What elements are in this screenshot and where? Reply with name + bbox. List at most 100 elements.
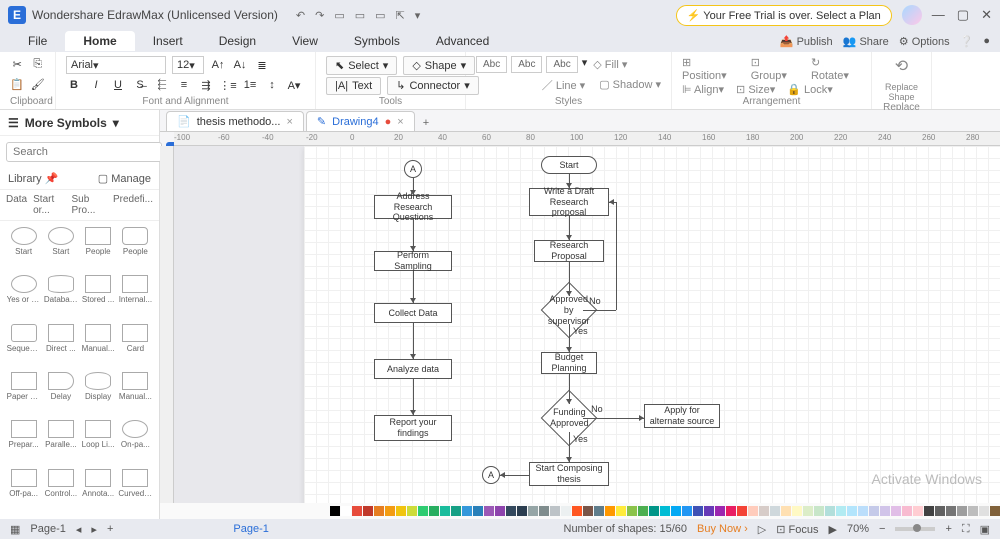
align-center-icon[interactable]: ≡ — [176, 77, 192, 93]
next-page-icon[interactable]: ▸ — [91, 523, 97, 536]
library-tab[interactable]: Start or... — [33, 194, 65, 216]
shape-stencil[interactable]: Prepar... — [6, 420, 41, 464]
replace-shape-icon[interactable]: ⟲ — [895, 56, 908, 76]
menu-home[interactable]: Home — [65, 31, 134, 51]
color-swatch[interactable] — [979, 506, 989, 516]
flowchart-process[interactable]: Write a Draft Research proposal — [529, 188, 609, 216]
color-swatch[interactable] — [990, 506, 1000, 516]
shape-stencil[interactable]: Display — [81, 372, 116, 416]
color-swatch[interactable] — [946, 506, 956, 516]
zoom-in-icon[interactable]: + — [945, 523, 951, 535]
bullets-icon[interactable]: ⋮≡ — [220, 77, 236, 93]
color-swatch[interactable] — [473, 506, 483, 516]
color-swatch[interactable] — [495, 506, 505, 516]
flowchart-process[interactable]: Analyze data — [374, 359, 452, 379]
spacing-icon[interactable]: ↕ — [264, 77, 280, 93]
shadow-dropdown[interactable]: ▢ Shadow ▾ — [599, 78, 661, 91]
add-tab-button[interactable]: + — [417, 115, 435, 131]
play-icon[interactable]: ▶ — [829, 523, 837, 536]
font-color-icon[interactable]: A▾ — [286, 77, 302, 93]
shape-stencil[interactable]: Direct ... — [43, 324, 78, 368]
color-swatch[interactable] — [770, 506, 780, 516]
color-swatch[interactable] — [616, 506, 626, 516]
shape-stencil[interactable]: People — [118, 227, 153, 271]
minimize-icon[interactable]: — — [932, 7, 945, 23]
shape-stencil[interactable]: People — [81, 227, 116, 271]
shape-stencil[interactable]: Annota... — [81, 469, 116, 513]
color-swatch[interactable] — [561, 506, 571, 516]
flowchart-circle[interactable]: A — [482, 466, 500, 484]
color-swatch[interactable] — [484, 506, 494, 516]
color-swatch[interactable] — [363, 506, 373, 516]
color-swatch[interactable] — [748, 506, 758, 516]
strike-icon[interactable]: S̶ — [132, 77, 148, 93]
color-swatch[interactable] — [759, 506, 769, 516]
panel-header[interactable]: ☰ More Symbols▾ — [0, 110, 159, 136]
save-icon[interactable]: ▭ — [334, 9, 344, 22]
pages-icon[interactable]: ▦ — [10, 523, 20, 536]
tab-close-icon[interactable]: × — [286, 116, 292, 128]
manage-button[interactable]: ▢ Manage — [98, 172, 151, 185]
color-swatch[interactable] — [792, 506, 802, 516]
options-button[interactable]: ⚙ Options — [899, 35, 950, 48]
color-swatch[interactable] — [737, 506, 747, 516]
tab-close-icon[interactable]: × — [397, 116, 403, 128]
bold-icon[interactable]: B — [66, 77, 82, 93]
color-swatch[interactable] — [880, 506, 890, 516]
color-swatch[interactable] — [924, 506, 934, 516]
menu-design[interactable]: Design — [201, 31, 274, 51]
save-as-icon[interactable]: ▭ — [355, 9, 365, 22]
flowchart-terminator[interactable]: Start — [541, 156, 597, 174]
shape-stencil[interactable]: Control... — [43, 469, 78, 513]
flowchart-process[interactable]: Start Composing thesis — [529, 462, 609, 486]
text-button[interactable]: |A| Text — [326, 77, 381, 95]
color-swatch[interactable] — [781, 506, 791, 516]
canvas[interactable]: AAddress Research QuestionsPerform Sampl… — [174, 146, 1000, 503]
flowchart-process[interactable]: Apply for alternate source — [644, 404, 720, 428]
flowchart-circle[interactable]: A — [404, 160, 422, 178]
color-swatch[interactable] — [671, 506, 681, 516]
color-swatch[interactable] — [341, 506, 351, 516]
color-swatch[interactable] — [891, 506, 901, 516]
shape-stencil[interactable]: Delay — [43, 372, 78, 416]
underline-icon[interactable]: U — [110, 77, 126, 93]
color-swatch[interactable] — [407, 506, 417, 516]
menu-view[interactable]: View — [274, 31, 336, 51]
align-right-icon[interactable]: ⇶ — [198, 77, 214, 93]
menu-file[interactable]: File — [10, 31, 65, 51]
color-swatch[interactable] — [704, 506, 714, 516]
flowchart-process[interactable]: Research Proposal — [534, 240, 604, 262]
color-swatch[interactable] — [682, 506, 692, 516]
select-button[interactable]: ⬉ Select ▾ — [326, 56, 397, 75]
zoom-out-icon[interactable]: − — [879, 523, 885, 535]
color-swatch[interactable] — [935, 506, 945, 516]
color-swatch[interactable] — [550, 506, 560, 516]
shape-stencil[interactable]: Start — [6, 227, 41, 271]
color-swatch[interactable] — [451, 506, 461, 516]
present-icon[interactable]: ▷ — [758, 523, 766, 536]
color-swatch[interactable] — [715, 506, 725, 516]
color-swatch[interactable] — [814, 506, 824, 516]
print-icon[interactable]: ▭ — [375, 9, 385, 22]
shape-stencil[interactable]: Curved ... — [118, 469, 153, 513]
color-swatch[interactable] — [517, 506, 527, 516]
font-size-select[interactable]: 12 ▾ — [172, 56, 204, 74]
close-icon[interactable]: ✕ — [981, 7, 992, 23]
format-painter-icon[interactable]: 🖌 — [31, 76, 46, 92]
decrease-font-icon[interactable]: A↓ — [232, 57, 248, 73]
style-preset[interactable]: Abc — [476, 56, 507, 73]
shape-stencil[interactable]: Paralle... — [43, 420, 78, 464]
menu-insert[interactable]: Insert — [135, 31, 201, 51]
document-tab[interactable]: ✎ Drawing4 ● × — [306, 111, 415, 131]
trial-badge[interactable]: ⚡ Your Free Trial is over. Select a Plan — [676, 5, 892, 26]
flowchart-process[interactable]: Address Research Questions — [374, 195, 452, 219]
color-swatch[interactable] — [968, 506, 978, 516]
undo-icon[interactable]: ↶ — [296, 9, 305, 22]
shape-stencil[interactable]: Manual... — [118, 372, 153, 416]
style-preset[interactable]: Abc — [546, 56, 577, 73]
color-swatch[interactable] — [429, 506, 439, 516]
zoom-slider[interactable] — [895, 527, 935, 531]
focus-button[interactable]: ⊡ Focus — [776, 523, 818, 536]
fullscreen-icon[interactable]: ▣ — [980, 523, 990, 536]
color-swatch[interactable] — [957, 506, 967, 516]
